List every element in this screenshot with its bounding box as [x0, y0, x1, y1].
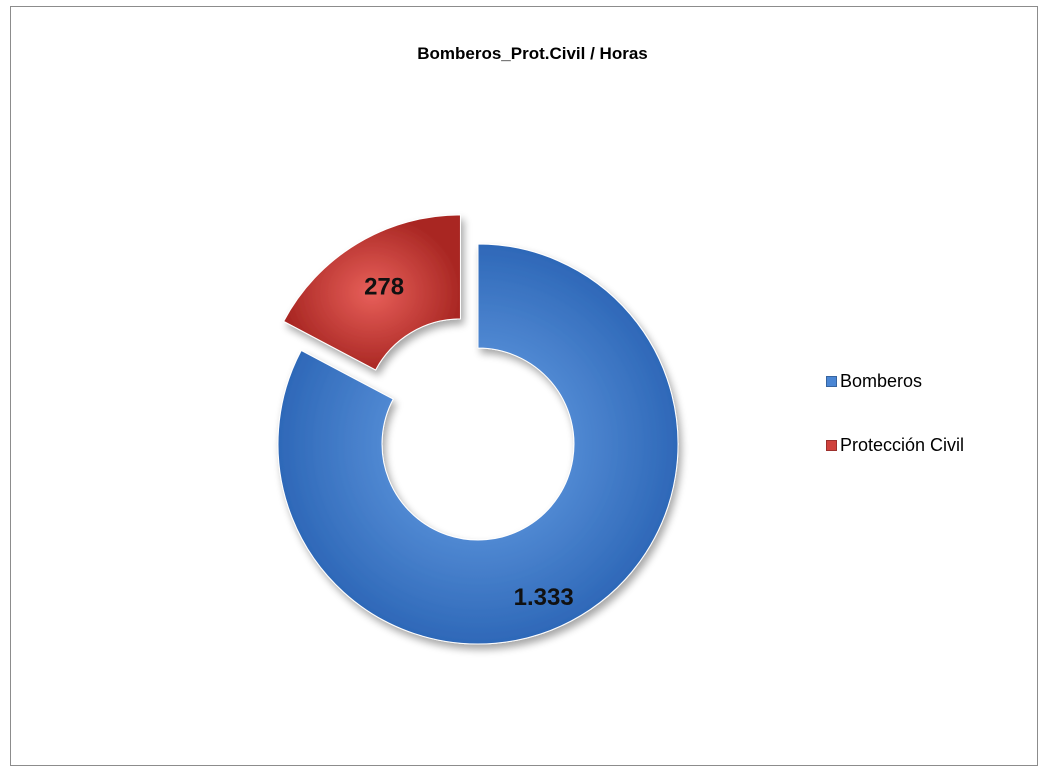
data-label-protecci-n-civil: 278 [364, 273, 404, 300]
slice-bomberos[interactable] [277, 243, 679, 645]
data-label-bomberos: 1.333 [514, 584, 574, 611]
legend-item-bomberos[interactable]: Bomberos [826, 370, 1026, 392]
legend-item-proteccion-civil[interactable]: Protección Civil [826, 434, 1026, 456]
legend-swatch-bomberos [826, 375, 837, 387]
legend-label-bomberos: Bomberos [840, 370, 923, 391]
chart-frame [10, 6, 1038, 766]
slice-protecci-n-civil[interactable] [282, 214, 461, 371]
chart-legend: Bomberos Protección Civil [826, 370, 1026, 498]
legend-label-proteccion-civil: Protección Civil [840, 434, 965, 455]
chart-title: Bomberos_Prot.Civil / Horas [417, 44, 648, 63]
legend-swatch-proteccion-civil [826, 439, 837, 451]
donut-chart: 1.333 278 [277, 214, 679, 645]
